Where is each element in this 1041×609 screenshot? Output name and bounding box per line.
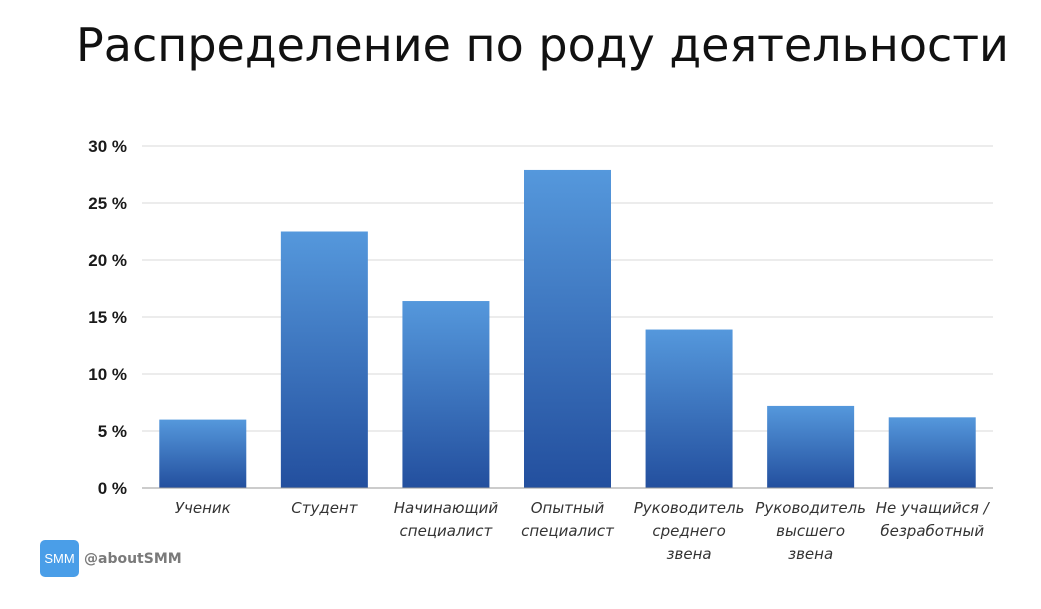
y-tick-label: 5 % bbox=[98, 422, 127, 441]
bar bbox=[645, 329, 733, 488]
brand-handle: @aboutSMM bbox=[84, 550, 182, 567]
brand-watermark: SMM @aboutSMM bbox=[40, 540, 182, 577]
bar bbox=[888, 417, 976, 488]
x-axis-ticks: Ученик Студент Начинающий специалист Опытный… bbox=[175, 499, 991, 563]
y-tick-label: 15 % bbox=[88, 308, 127, 327]
bar bbox=[159, 419, 247, 488]
x-tick-label: Руководитель высшего звена bbox=[755, 499, 866, 563]
x-tick-label: Ученик bbox=[175, 499, 231, 517]
y-tick-label: 20 % bbox=[88, 251, 127, 270]
bar bbox=[280, 231, 368, 488]
chart-title: Распределение по роду деятельности bbox=[76, 18, 1009, 72]
bars bbox=[159, 169, 976, 488]
y-tick-label: 30 % bbox=[88, 137, 127, 156]
x-tick-label: Руководитель среднего звена bbox=[634, 499, 745, 563]
x-tick-label: Студент bbox=[291, 499, 358, 517]
x-tick-label: Опытный специалист bbox=[521, 499, 615, 540]
x-tick-label: Начинающий специалист bbox=[394, 499, 499, 540]
y-tick-label: 0 % bbox=[98, 479, 127, 498]
x-tick-label: Не учащийся / безработный bbox=[876, 499, 991, 540]
y-tick-label: 10 % bbox=[88, 365, 127, 384]
bar bbox=[767, 405, 855, 488]
y-tick-label: 25 % bbox=[88, 194, 127, 213]
bar bbox=[402, 301, 490, 488]
bar bbox=[524, 169, 611, 488]
y-axis-ticks: 0 % 5 % 10 % 15 % 20 % 25 % 30 % bbox=[88, 137, 127, 498]
smm-logo-badge: SMM bbox=[40, 540, 79, 577]
